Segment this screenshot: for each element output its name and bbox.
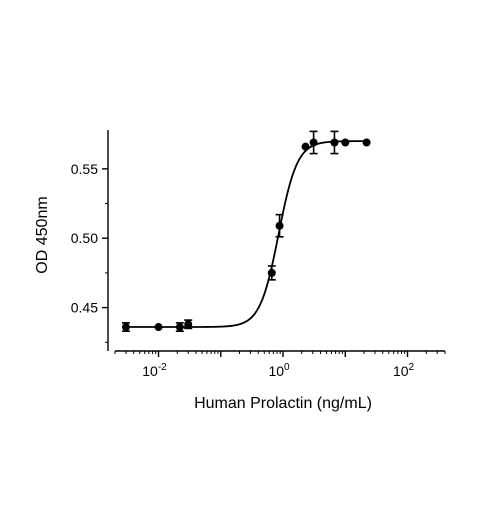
data-point: [309, 138, 318, 147]
data-point: [362, 138, 371, 147]
data-point: [330, 138, 339, 147]
data-point: [121, 323, 130, 332]
fit-curve: [125, 140, 367, 328]
data-point: [341, 138, 350, 147]
fit-curve-layer: [125, 140, 367, 328]
x-tick-label: 100: [268, 362, 290, 379]
axes: 0.45 0.50 0.55 10-2 100 102: [71, 130, 446, 379]
data-points-layer: [121, 130, 371, 332]
data-point: [154, 323, 163, 332]
y-tick-label: 0.55: [71, 161, 98, 177]
data-point: [267, 268, 276, 277]
data-point: [175, 323, 184, 332]
y-axis-title: OD 450nm: [34, 196, 51, 273]
y-tick-label: 0.45: [71, 300, 98, 316]
data-point: [275, 221, 284, 230]
x-tick-label: 10-2: [142, 362, 167, 379]
data-point: [301, 142, 310, 151]
x-tick-label: 102: [393, 362, 415, 379]
data-point: [184, 320, 193, 329]
x-axis-title: Human Prolactin (ng/mL): [194, 395, 372, 412]
y-tick-label: 0.50: [71, 230, 98, 246]
